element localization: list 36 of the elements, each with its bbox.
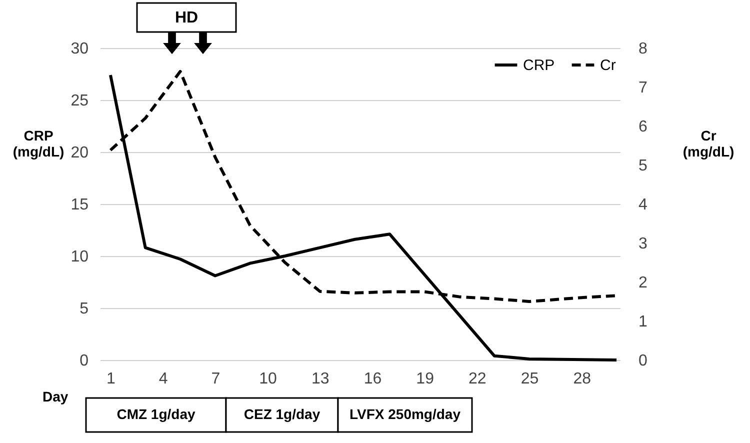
y-tick-label: 15 bbox=[70, 196, 89, 214]
y2-tick-label: 4 bbox=[638, 196, 648, 214]
x-tick-label: 28 bbox=[573, 370, 592, 388]
x-tick-label: 22 bbox=[468, 370, 486, 388]
y-tick-label: 0 bbox=[80, 352, 89, 370]
y2-tick-label: 8 bbox=[638, 40, 648, 58]
legend-label: CRP bbox=[523, 57, 555, 74]
line-series bbox=[108, 74, 618, 362]
y2-tick-label: 2 bbox=[638, 274, 648, 292]
y2-tick-label: 6 bbox=[638, 118, 648, 136]
y2-tick-label: 5 bbox=[638, 158, 648, 174]
y-tick-label: 10 bbox=[70, 248, 89, 266]
x-tick-label: 7 bbox=[211, 370, 220, 388]
y-tick-label: 20 bbox=[70, 144, 89, 162]
y2-tick-label: 1 bbox=[638, 314, 648, 330]
text: HD bbox=[174, 10, 198, 26]
x-tick-label: 10 bbox=[259, 370, 278, 388]
y2-axis-title: Cr (mg/dL) bbox=[682, 128, 734, 160]
x-tick-label: 19 bbox=[416, 370, 434, 388]
x-tick-label: 1 bbox=[106, 370, 116, 388]
y-axis-title: CRP (mg/dL) bbox=[12, 128, 64, 160]
y-tick-label: 5 bbox=[80, 300, 89, 318]
x-tick-label: 13 bbox=[311, 370, 330, 388]
text: CEZ 1g/day bbox=[244, 406, 320, 422]
legend-label: Cr bbox=[600, 57, 616, 74]
y2-tick-label: 7 bbox=[638, 80, 648, 96]
text: LVFX 250mg/day bbox=[349, 406, 461, 422]
text: CMZ 1g/day bbox=[116, 406, 196, 422]
x-axis-title: Day bbox=[42, 388, 68, 404]
y2-tick-label: 0 bbox=[638, 352, 648, 370]
x-tick-label: 25 bbox=[520, 370, 539, 388]
y2-tick-label: 3 bbox=[638, 236, 648, 252]
y-tick-label: 30 bbox=[70, 40, 89, 58]
x-tick-label: 16 bbox=[364, 370, 382, 388]
y-tick-label: 25 bbox=[70, 92, 89, 110]
x-tick-label: 4 bbox=[158, 370, 168, 388]
